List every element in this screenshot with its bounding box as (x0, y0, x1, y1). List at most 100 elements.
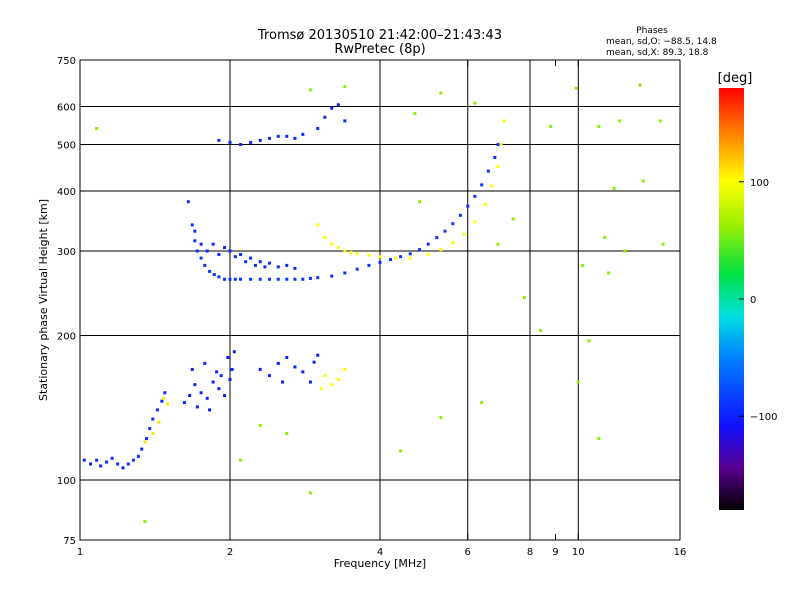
data-point (480, 401, 484, 405)
data-point (239, 277, 243, 281)
data-point (258, 277, 262, 281)
data-point (233, 277, 237, 281)
data-point (343, 119, 347, 123)
data-point (226, 355, 230, 359)
data-point (343, 85, 347, 89)
data-point (330, 383, 334, 387)
data-point (367, 253, 371, 257)
data-point (208, 408, 212, 412)
data-point (151, 432, 155, 436)
data-point (186, 200, 190, 204)
data-point (285, 134, 289, 138)
y-tick-label: 300 (57, 247, 76, 258)
data-point (330, 274, 334, 278)
data-point (511, 217, 515, 221)
data-point (483, 202, 487, 206)
data-point (661, 242, 665, 246)
data-point (574, 86, 578, 90)
data-point (293, 136, 297, 140)
data-point (623, 249, 627, 253)
data-point (603, 236, 607, 240)
data-point (249, 256, 253, 260)
data-point (228, 140, 232, 144)
data-point (143, 519, 147, 523)
data-point (217, 387, 221, 391)
data-point (539, 328, 543, 332)
y-tick-label: 500 (57, 141, 76, 152)
data-point (301, 277, 305, 281)
data-point (188, 394, 192, 398)
data-point (496, 242, 500, 246)
data-point (258, 423, 262, 427)
data-point (499, 143, 503, 147)
data-point (597, 125, 601, 129)
data-point (641, 179, 645, 183)
data-point (215, 370, 219, 374)
data-point (293, 277, 297, 281)
chart-title: Tromsø 20130510 21:42:00–21:43:43 (257, 28, 502, 43)
data-point (443, 229, 447, 233)
data-point (230, 367, 234, 371)
data-point (343, 249, 347, 253)
x-tick-label: 4 (377, 547, 383, 558)
data-point (193, 383, 197, 387)
data-point (99, 464, 103, 468)
data-point (408, 252, 412, 256)
data-point (394, 256, 398, 260)
data-point (199, 391, 203, 395)
data-point (417, 200, 421, 204)
data-point (136, 454, 140, 458)
data-point (239, 253, 243, 257)
data-point (155, 408, 159, 412)
data-point (228, 377, 232, 381)
data-point (258, 138, 262, 142)
data-point (276, 277, 280, 281)
data-point (190, 223, 194, 227)
data-point (502, 119, 506, 123)
data-point (323, 236, 327, 240)
data-point (473, 101, 477, 105)
y-tick-label: 200 (57, 332, 76, 343)
data-point (217, 253, 221, 257)
data-point (426, 242, 430, 246)
data-point (276, 265, 280, 269)
data-point (223, 394, 227, 398)
data-point (336, 103, 340, 107)
colorbar-tick-label: −100 (750, 412, 777, 423)
data-point (212, 273, 216, 277)
data-point (308, 380, 312, 384)
data-point (638, 83, 642, 87)
data-point (195, 405, 199, 409)
y-tick-label: 100 (57, 476, 76, 487)
data-point (89, 462, 93, 466)
data-point (190, 367, 194, 371)
data-point (336, 377, 340, 381)
y-tick-label: 600 (57, 103, 76, 114)
data-point (355, 267, 359, 271)
data-point (244, 260, 248, 264)
y-tick-label: 750 (57, 56, 76, 67)
y-tick-label: 400 (57, 187, 76, 198)
data-point (293, 365, 297, 369)
data-point (82, 458, 86, 462)
data-point (211, 242, 215, 246)
data-point (143, 440, 147, 444)
data-point (496, 143, 500, 147)
data-point (223, 277, 227, 281)
data-point (140, 447, 144, 451)
data-point (285, 277, 289, 281)
data-point (493, 155, 497, 159)
data-point (228, 277, 232, 281)
data-point (323, 374, 327, 378)
data-point (308, 276, 312, 280)
x-tick-label: 6 (465, 547, 471, 558)
data-point (121, 466, 125, 470)
data-point (253, 263, 257, 267)
data-point (597, 437, 601, 441)
data-point (316, 276, 320, 280)
data-point (486, 169, 490, 173)
data-point (389, 258, 393, 262)
data-point (267, 261, 271, 265)
data-point (205, 396, 209, 400)
data-point (549, 125, 553, 129)
